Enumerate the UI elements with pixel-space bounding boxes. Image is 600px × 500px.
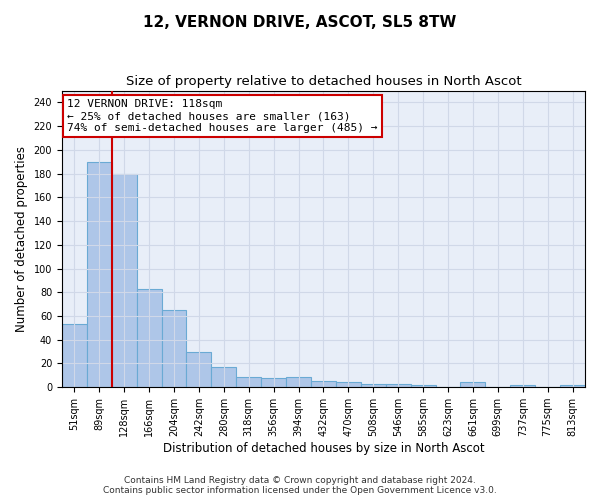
Bar — [336, 382, 361, 387]
Bar — [62, 324, 87, 387]
Bar — [261, 378, 286, 387]
Bar — [286, 376, 311, 387]
Text: Contains HM Land Registry data © Crown copyright and database right 2024.
Contai: Contains HM Land Registry data © Crown c… — [103, 476, 497, 495]
Bar — [386, 384, 410, 387]
Bar — [236, 376, 261, 387]
Bar — [161, 310, 187, 387]
X-axis label: Distribution of detached houses by size in North Ascot: Distribution of detached houses by size … — [163, 442, 484, 455]
Bar — [560, 385, 585, 387]
Bar — [137, 288, 161, 387]
Bar — [410, 385, 436, 387]
Bar — [87, 162, 112, 387]
Y-axis label: Number of detached properties: Number of detached properties — [15, 146, 28, 332]
Text: 12, VERNON DRIVE, ASCOT, SL5 8TW: 12, VERNON DRIVE, ASCOT, SL5 8TW — [143, 15, 457, 30]
Bar — [112, 174, 137, 387]
Bar — [187, 352, 211, 387]
Text: 12 VERNON DRIVE: 118sqm
← 25% of detached houses are smaller (163)
74% of semi-d: 12 VERNON DRIVE: 118sqm ← 25% of detache… — [67, 100, 377, 132]
Bar — [311, 382, 336, 387]
Title: Size of property relative to detached houses in North Ascot: Size of property relative to detached ho… — [125, 75, 521, 88]
Bar — [510, 385, 535, 387]
Bar — [460, 382, 485, 387]
Bar — [211, 367, 236, 387]
Bar — [361, 384, 386, 387]
